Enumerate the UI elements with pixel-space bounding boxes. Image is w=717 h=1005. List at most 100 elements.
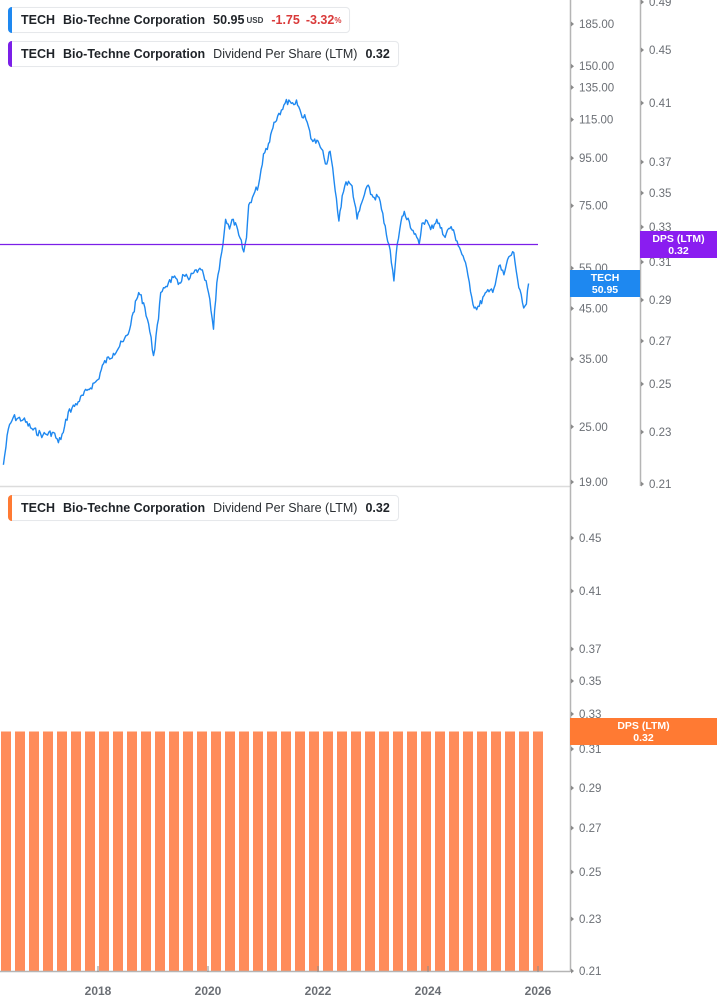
dps-bar[interactable] [15,731,25,972]
axis-tick-marker [571,155,574,161]
dps-bar[interactable] [435,731,445,972]
axis-tick-marker [571,711,574,717]
dps-bar[interactable] [253,731,263,972]
axis-tick-marker [641,190,644,196]
dps-bar[interactable] [323,731,333,972]
dps-bar[interactable] [463,731,473,972]
dps-upper-axis-tag: DPS (LTM) 0.32 [640,231,717,258]
dps-bar[interactable] [197,731,207,972]
dps-legend-upper[interactable]: TECH Bio-Techne Corporation Dividend Per… [8,41,399,67]
dps-bar[interactable] [57,731,67,972]
dps-bar[interactable] [1,731,11,972]
dps-bar[interactable] [267,731,277,972]
dps-bar[interactable] [99,731,109,972]
legend-ticker: TECH [21,501,56,515]
price-legend-accent [8,7,12,33]
dps-bar[interactable] [85,731,95,972]
dps-bar[interactable] [239,731,249,972]
price-line[interactable] [2,98,530,465]
axis-tick-marker [571,21,574,27]
dps-bar[interactable] [477,731,487,972]
dps-upper-axis-label: 0.21 [649,479,671,491]
dps-upper-axis-label: 0.37 [649,157,671,169]
dps-bar[interactable] [351,731,361,972]
dps-bar[interactable] [491,731,501,972]
dps-upper-axis-label: 0.31 [649,257,671,269]
dps-bar[interactable] [169,731,179,972]
dps-upper-axis-label: 0.23 [649,427,671,439]
dps-bar[interactable] [393,731,403,972]
dps-upper-axis-label: 0.49 [649,0,671,9]
dps-bar[interactable] [211,731,221,972]
dps-bar[interactable] [379,731,389,972]
axis-tick-marker [571,479,574,485]
dps-bar[interactable] [295,731,305,972]
axis-tick-marker [571,916,574,922]
dps-bar[interactable] [113,731,123,972]
price-panel[interactable] [0,98,538,465]
dps-legend-upper-accent [8,41,12,67]
dps-bar[interactable] [43,731,53,972]
price-axis-label: 95.00 [579,153,608,165]
dps-bar[interactable] [225,731,235,972]
dps-bar[interactable] [141,731,151,972]
dps-lower-axis-label: 0.35 [579,676,601,688]
axis-tick-marker [641,338,644,344]
dps-lower-axis-label: 0.41 [579,586,601,598]
axis-tick-marker [571,588,574,594]
axis-tick-marker [641,481,644,487]
dps-lower-axis-label: 0.45 [579,533,601,545]
axis-tick-marker [641,381,644,387]
dps-bar[interactable] [337,731,347,972]
tag-label: DPS (LTM) [652,232,705,245]
axis-tick-marker [641,0,644,5]
dps-legend-lower[interactable]: TECH Bio-Techne Corporation Dividend Per… [8,495,399,521]
dps-bar[interactable] [365,731,375,972]
dps-lower-axis-label: 0.31 [579,744,601,756]
legend-ticker: TECH [21,47,56,61]
dps-bar[interactable] [449,731,459,972]
dps-bar[interactable] [281,731,291,972]
legend-value: 0.32 [365,47,390,61]
legend-company: Bio-Techne Corporation [63,47,206,61]
dps-upper-axis-label: 0.45 [649,45,671,57]
axis-tick-marker [571,968,574,974]
price-axis-label: 150.00 [579,61,614,73]
dps-bar[interactable] [29,731,39,972]
dps-bar[interactable] [127,731,137,972]
dps-lower-axis-label: 0.29 [579,783,601,795]
axis-tick-marker [571,117,574,123]
axis-tick-marker [571,785,574,791]
dps-bar[interactable] [71,731,81,972]
dps-bar[interactable] [309,731,319,972]
dps-lower-axis-label: 0.21 [579,966,601,978]
axis-tick-marker [571,869,574,875]
legend-value: 0.32 [365,501,390,515]
axis-tick-marker [641,429,644,435]
legend-company: Bio-Techne Corporation [63,501,206,515]
price-legend[interactable]: TECH Bio-Techne Corporation 50.95 USD -1… [8,7,351,33]
axis-tick-marker [571,305,574,311]
dps-lower-axis-label: 0.23 [579,914,601,926]
axis-tick-marker [571,265,574,271]
dps-bar[interactable] [155,731,165,972]
axis-tick-marker [641,259,644,265]
price-axis-label: 75.00 [579,201,608,213]
price-axis-label: 19.00 [579,477,608,489]
dps-bar[interactable] [407,731,417,972]
axis-tick-marker [571,84,574,90]
legend-currency: USD [246,15,264,25]
dps-upper-axis-label: 0.29 [649,295,671,307]
dps-panel[interactable] [1,731,543,972]
price-axis-label: 25.00 [579,422,608,434]
axis-tick-marker [571,746,574,752]
dps-bar[interactable] [183,731,193,972]
dps-bar[interactable] [505,731,515,972]
dps-bar[interactable] [533,731,543,972]
dps-bar[interactable] [519,731,529,972]
dps-bar[interactable] [421,731,431,972]
price-axis-label: 135.00 [579,82,614,94]
tag-value: 0.32 [633,731,654,744]
x-axis-label: 2024 [415,984,442,998]
